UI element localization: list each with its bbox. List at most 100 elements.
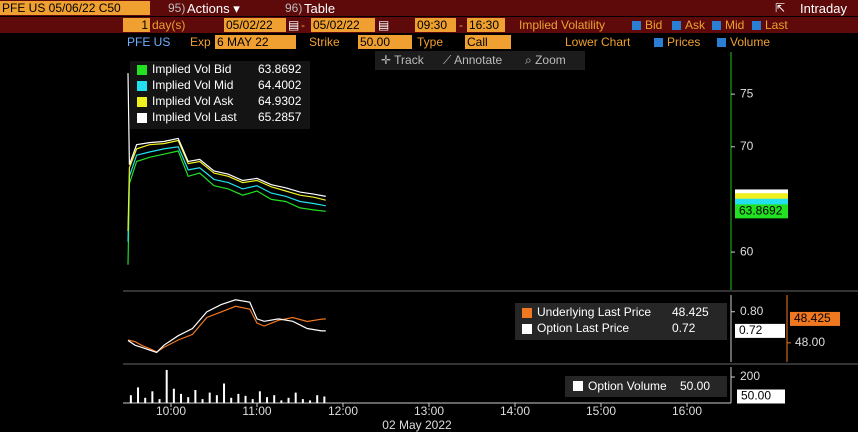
start-time[interactable]: 09:30 bbox=[415, 18, 456, 32]
legend-box bbox=[565, 376, 727, 397]
tool-bar: ✛ Track ⟋ Annotate ⌕ Zoom bbox=[375, 51, 585, 70]
volume-bar bbox=[287, 397, 290, 403]
volume-bar bbox=[208, 392, 211, 403]
x-tick-label: 13:00 bbox=[414, 404, 444, 418]
start-date[interactable]: 05/02/22 bbox=[224, 18, 286, 32]
dash: - bbox=[301, 18, 305, 32]
calendar-icon[interactable]: ▤ bbox=[288, 18, 300, 32]
value-tag-label: 0.72 bbox=[739, 323, 763, 337]
volume-bar bbox=[244, 395, 247, 403]
checkbox[interactable]: Ask bbox=[672, 18, 705, 33]
dash: - bbox=[459, 18, 463, 32]
menu-num: 95) bbox=[168, 1, 186, 15]
volume-bar bbox=[215, 395, 218, 403]
strike-select[interactable]: 50.00 bbox=[358, 35, 412, 49]
table-menu[interactable]: Table bbox=[304, 1, 336, 16]
legend-label: Option Volume bbox=[588, 379, 667, 393]
volume-bar bbox=[309, 400, 312, 403]
series-line bbox=[127, 146, 326, 242]
x-tick-label: 11:00 bbox=[242, 404, 271, 418]
calendar-icon[interactable]: ▤ bbox=[378, 18, 390, 32]
period-input[interactable]: 1 bbox=[123, 18, 150, 32]
security[interactable]: PFE US 05/06/22 C50 bbox=[0, 1, 150, 15]
value-tag-label: 48.425 bbox=[794, 311, 831, 325]
legend-label: Implied Vol Mid bbox=[152, 78, 233, 92]
checkbox[interactable]: Prices bbox=[654, 35, 700, 50]
mode-label: Implied Volatility bbox=[519, 18, 606, 32]
legend-swatch bbox=[522, 324, 532, 334]
legend-box bbox=[515, 303, 727, 340]
volume-bar bbox=[137, 387, 140, 403]
ticker: PFE US bbox=[127, 35, 171, 49]
x-tick-label: 16:00 bbox=[672, 404, 702, 418]
checkbox[interactable]: Bid bbox=[632, 18, 662, 33]
volume-bar bbox=[266, 397, 269, 403]
volume-bar bbox=[201, 399, 204, 403]
legend-value: 65.2857 bbox=[258, 110, 302, 124]
volume-bar bbox=[158, 399, 161, 403]
type-select[interactable]: Call bbox=[465, 35, 511, 49]
legend-label: Implied Vol Last bbox=[152, 110, 237, 124]
end-time[interactable]: 16:30 bbox=[467, 18, 505, 32]
volume-bar bbox=[187, 397, 190, 403]
label: Type bbox=[417, 35, 444, 49]
volume-bar bbox=[237, 393, 240, 403]
value-tag bbox=[737, 389, 785, 404]
value-tag bbox=[735, 204, 788, 219]
legend-value: 63.8692 bbox=[258, 62, 302, 76]
tool-button[interactable]: ⌕ Zoom bbox=[525, 53, 566, 67]
legend-value: 0.72 bbox=[672, 321, 696, 335]
checkbox[interactable]: Volume bbox=[717, 35, 770, 50]
y-tick-label: 0.80 bbox=[740, 304, 764, 318]
value-tag-label: 50.00 bbox=[741, 389, 771, 403]
tool-button[interactable]: ⟋ Annotate bbox=[443, 53, 503, 67]
end-date[interactable]: 05/02/22 bbox=[311, 18, 375, 32]
volume-bar bbox=[323, 396, 326, 403]
y-tick-label: 60 bbox=[740, 244, 754, 258]
legend-box bbox=[130, 61, 310, 129]
y-tick-label: 75 bbox=[740, 86, 754, 100]
series-line bbox=[127, 299, 326, 354]
value-tag bbox=[735, 193, 788, 208]
checkbox[interactable]: Last bbox=[752, 18, 788, 33]
volume-bar bbox=[144, 397, 147, 403]
series-line bbox=[127, 73, 326, 197]
x-axis-label: 02 May 2022 bbox=[382, 418, 452, 432]
legend-value: 64.9302 bbox=[258, 94, 302, 108]
volume-bar bbox=[151, 391, 154, 403]
legend-label: Implied Vol Ask bbox=[152, 94, 234, 108]
value-tag bbox=[735, 189, 788, 204]
volume-bar bbox=[230, 397, 233, 403]
tool-button[interactable]: ✛ Track bbox=[381, 53, 424, 67]
volume-bar bbox=[273, 395, 276, 403]
exp-select[interactable]: 6 MAY 22 bbox=[215, 35, 296, 49]
volume-bar bbox=[172, 388, 175, 403]
option-row: PFE US Exp 6 MAY 22 Strike 50.00 Type Ca… bbox=[0, 34, 858, 50]
value-tag bbox=[735, 198, 788, 213]
volume-bar bbox=[316, 395, 319, 403]
volume-bar bbox=[258, 391, 261, 403]
volume-bar bbox=[280, 400, 283, 403]
intraday-icon[interactable]: ⇱ bbox=[775, 1, 786, 15]
label: Lower Chart bbox=[565, 35, 631, 49]
x-tick-label: 14:00 bbox=[500, 404, 530, 418]
volume-bar bbox=[165, 369, 168, 403]
x-tick-label: 15:00 bbox=[586, 404, 616, 418]
legend-label: Implied Vol Bid bbox=[152, 62, 231, 76]
intraday-button[interactable]: Intraday bbox=[800, 1, 847, 16]
value-tag bbox=[790, 311, 840, 326]
volume-bar bbox=[251, 399, 254, 403]
y-tick-label: 70 bbox=[740, 139, 754, 153]
legend-swatch bbox=[573, 381, 583, 391]
actions-menu[interactable]: Actions ▾ bbox=[187, 1, 240, 16]
label: Exp bbox=[190, 35, 211, 49]
legend-value: 64.4002 bbox=[258, 78, 302, 92]
legend-value: 48.425 bbox=[672, 305, 709, 319]
settings-row: 1 day(s) 05/02/22 ▤ - 05/02/22 ▤ 09:30 -… bbox=[0, 17, 858, 33]
legend-swatch bbox=[137, 65, 147, 75]
y2-tick-label: 48.00 bbox=[795, 335, 825, 349]
volume-bar bbox=[194, 390, 197, 403]
checkbox[interactable]: Mid bbox=[712, 18, 744, 33]
value-tag bbox=[735, 323, 785, 338]
